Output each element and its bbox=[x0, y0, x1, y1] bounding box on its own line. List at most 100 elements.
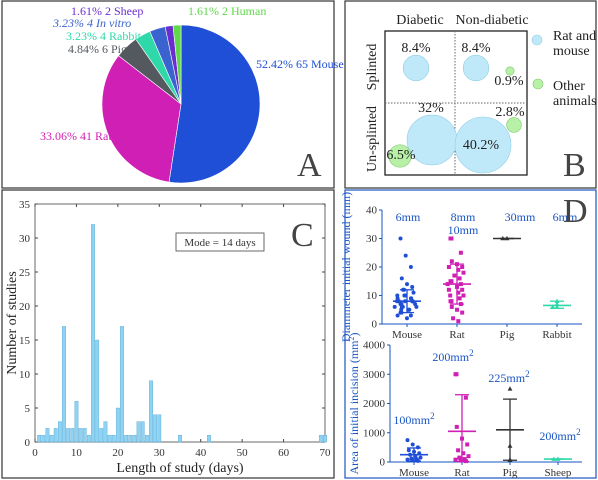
data-point-rat bbox=[461, 451, 466, 456]
data-point-rat bbox=[466, 454, 471, 459]
data-point-mouse bbox=[405, 316, 409, 321]
histogram-bar bbox=[103, 421, 108, 443]
panel-a-border bbox=[1, 0, 335, 189]
y-tick-label: 2000 bbox=[363, 398, 386, 410]
y-tick-label: 20 bbox=[19, 301, 31, 313]
category-label-rat: Rat bbox=[454, 467, 469, 479]
histogram-bar bbox=[82, 428, 87, 443]
x-tick-label: 30 bbox=[154, 447, 166, 459]
y-tick-label: 3000 bbox=[363, 369, 386, 381]
bubble-label-un-splinted-diabetic-other: 6.5% bbox=[386, 148, 416, 163]
category-label-pig: Pig bbox=[500, 329, 515, 341]
bubble-un-splinted-non-diabetic-rat-mouse bbox=[454, 116, 512, 174]
size-annotation-pig: 30mm bbox=[505, 210, 536, 224]
bubble-label-un-splinted-non-diabetic-other: 2.8% bbox=[495, 105, 525, 120]
data-point-mouse bbox=[410, 284, 415, 289]
y-tick-label: 0 bbox=[380, 457, 386, 469]
panel-letter-a: A bbox=[297, 147, 322, 184]
histogram-bar bbox=[57, 421, 62, 443]
data-point-rat bbox=[449, 236, 454, 241]
size-annotation-mouse: 6mm bbox=[396, 210, 421, 224]
pie-slice-mouse bbox=[168, 24, 261, 184]
histogram-bar bbox=[140, 421, 145, 443]
data-point-pig bbox=[507, 386, 513, 391]
pie-slice-rat bbox=[101, 55, 182, 183]
y-tick-label: 30 bbox=[366, 233, 378, 245]
data-point-mouse bbox=[418, 455, 423, 460]
data-point-rat bbox=[457, 296, 462, 301]
data-point-rat bbox=[456, 448, 461, 453]
y-tick-label: 20 bbox=[366, 262, 378, 274]
x-tick-label: 60 bbox=[278, 447, 290, 459]
bubble-label-un-splinted-diabetic-rat-mouse: 32% bbox=[418, 101, 444, 116]
legend-label-animals: animals bbox=[553, 94, 597, 109]
data-point-rat bbox=[457, 455, 462, 460]
data-point-mouse bbox=[408, 265, 413, 269]
pie-chart bbox=[101, 24, 261, 184]
data-point-rat bbox=[458, 458, 463, 463]
data-point-mouse bbox=[398, 236, 403, 241]
pie-label-mouse: 52.42% 65 Mouse bbox=[256, 57, 344, 71]
x-tick-label: 20 bbox=[112, 447, 124, 459]
row-header-splinted: Splinted bbox=[365, 44, 380, 91]
x-tick-label: 0 bbox=[32, 447, 38, 459]
data-point-mouse bbox=[403, 253, 408, 258]
size-annotation-rat: 200mm2 bbox=[432, 348, 473, 364]
histogram: 0 5 10 15 20 25 30 35 0 10 20 30 40 50 60 70 Mode = 14 d… bbox=[5, 199, 331, 476]
data-point-rat bbox=[465, 442, 470, 447]
histogram-bar bbox=[124, 435, 129, 443]
size-annotation-pig: 225mm2 bbox=[488, 369, 529, 385]
histogram-bar bbox=[107, 435, 112, 443]
data-point-rat bbox=[463, 395, 468, 400]
histogram-bar bbox=[91, 224, 95, 443]
legend-marker-rat-mouse bbox=[531, 34, 543, 46]
legend-label-rat-and: Rat and bbox=[553, 29, 596, 44]
histogram-bar bbox=[45, 428, 50, 443]
y-axis-label: Diammeter initial wound (mm) bbox=[339, 192, 353, 342]
panel-letter-d: D bbox=[563, 193, 588, 230]
histogram-bar bbox=[99, 428, 104, 443]
y-tick-label: 0 bbox=[25, 437, 31, 449]
pie-label-human: 1.61% 2 Human bbox=[188, 4, 266, 18]
data-point-mouse bbox=[399, 276, 404, 281]
bubble-splinted-diabetic-rat-mouse bbox=[402, 54, 430, 82]
y-tick-label: 25 bbox=[19, 267, 31, 279]
legend-marker-other-animals bbox=[532, 78, 544, 90]
pie-label-sheep: 1.61% 2 Sheep bbox=[71, 4, 143, 18]
size-annotation-mouse: 100mm2 bbox=[393, 411, 434, 427]
data-point-rat bbox=[460, 287, 465, 292]
panel-letter-b: B bbox=[563, 147, 586, 184]
mode-annotation-box bbox=[175, 232, 265, 252]
histogram-bar bbox=[37, 435, 42, 443]
bubble-matrix: Diabetic Non-diabetic Splinted Un-splinted 8… bbox=[365, 13, 597, 176]
data-point-rat bbox=[455, 307, 459, 312]
panel-d-border bbox=[344, 189, 597, 479]
pie-label-pig: 4.84% 6 Pig bbox=[68, 42, 127, 56]
data-point-rat bbox=[458, 250, 463, 255]
pie-slice-human bbox=[172, 24, 182, 105]
histogram-bar bbox=[95, 339, 100, 443]
bubble-un-splinted-diabetic-other bbox=[388, 144, 412, 168]
category-label-mouse: Mouse bbox=[392, 329, 422, 341]
data-point-mouse bbox=[392, 304, 397, 309]
histogram-bar bbox=[136, 421, 141, 443]
histogram-bar bbox=[70, 428, 75, 443]
y-tick-label: 30 bbox=[19, 233, 31, 245]
row-header-un-splinted: Un-splinted bbox=[365, 106, 380, 172]
category-label-mouse: Mouse bbox=[399, 467, 429, 479]
data-point-rat bbox=[451, 316, 456, 321]
data-point-mouse bbox=[411, 290, 416, 295]
category-label-rat: Rat bbox=[449, 329, 464, 341]
column-header-non-diabetic: Non-diabetic bbox=[455, 13, 528, 28]
column-header-diabetic: Diabetic bbox=[396, 13, 443, 28]
size-annotation-rabbit: 6mm bbox=[553, 210, 578, 224]
data-point-rat bbox=[457, 276, 462, 281]
data-point-rat bbox=[449, 299, 454, 304]
x-tick-label: 40 bbox=[195, 447, 207, 459]
size-annotation-sheep: 200mm2 bbox=[539, 427, 580, 443]
data-point-rat bbox=[446, 265, 451, 269]
data-point-rat bbox=[449, 304, 454, 309]
pie-label-rabbit: 3.23% 4 Rabbit bbox=[66, 29, 142, 43]
